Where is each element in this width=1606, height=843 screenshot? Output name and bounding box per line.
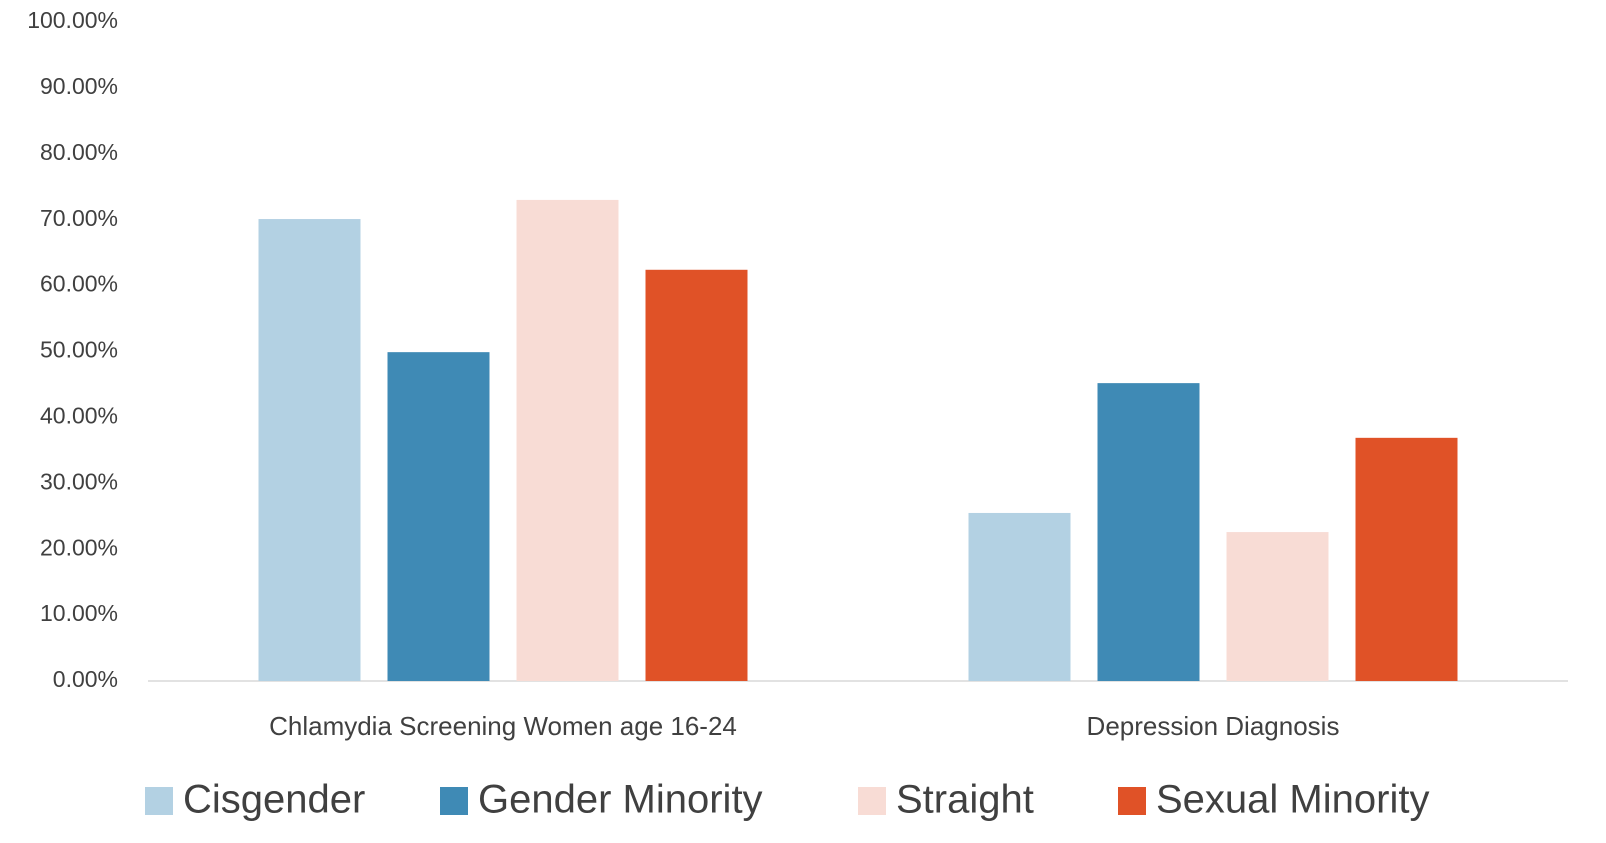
bar — [968, 512, 1071, 681]
y-tick-label: 30.00% — [40, 468, 118, 494]
y-tick-label: 60.00% — [40, 271, 118, 297]
x-tick-label: Chlamydia Screening Women age 16-24 — [269, 711, 737, 741]
y-tick-label: 20.00% — [40, 534, 118, 560]
legend-swatch — [858, 787, 886, 815]
y-tick-label: 80.00% — [40, 139, 118, 165]
legend-swatch — [440, 787, 468, 815]
bar — [516, 199, 619, 681]
bar — [645, 269, 748, 681]
legend-label: Straight — [896, 778, 1034, 822]
y-tick-label: 0.00% — [53, 666, 118, 692]
y-tick-label: 50.00% — [40, 337, 118, 363]
bar — [1097, 383, 1200, 681]
bar — [1226, 532, 1329, 681]
bar — [387, 352, 490, 681]
legend-swatch — [1118, 787, 1146, 815]
y-tick-label: 90.00% — [40, 73, 118, 99]
y-tick-label: 70.00% — [40, 205, 118, 231]
legend-label: Gender Minority — [478, 778, 763, 822]
y-tick-label: 40.00% — [40, 402, 118, 428]
legend-label: Cisgender — [183, 778, 365, 822]
legend-label: Sexual Minority — [1156, 778, 1429, 822]
bar — [1355, 437, 1458, 681]
legend-swatch — [145, 787, 173, 815]
y-tick-label: 10.00% — [40, 600, 118, 626]
bar — [258, 219, 361, 681]
x-tick-label: Depression Diagnosis — [1087, 711, 1340, 741]
y-tick-label: 100.00% — [27, 7, 118, 33]
